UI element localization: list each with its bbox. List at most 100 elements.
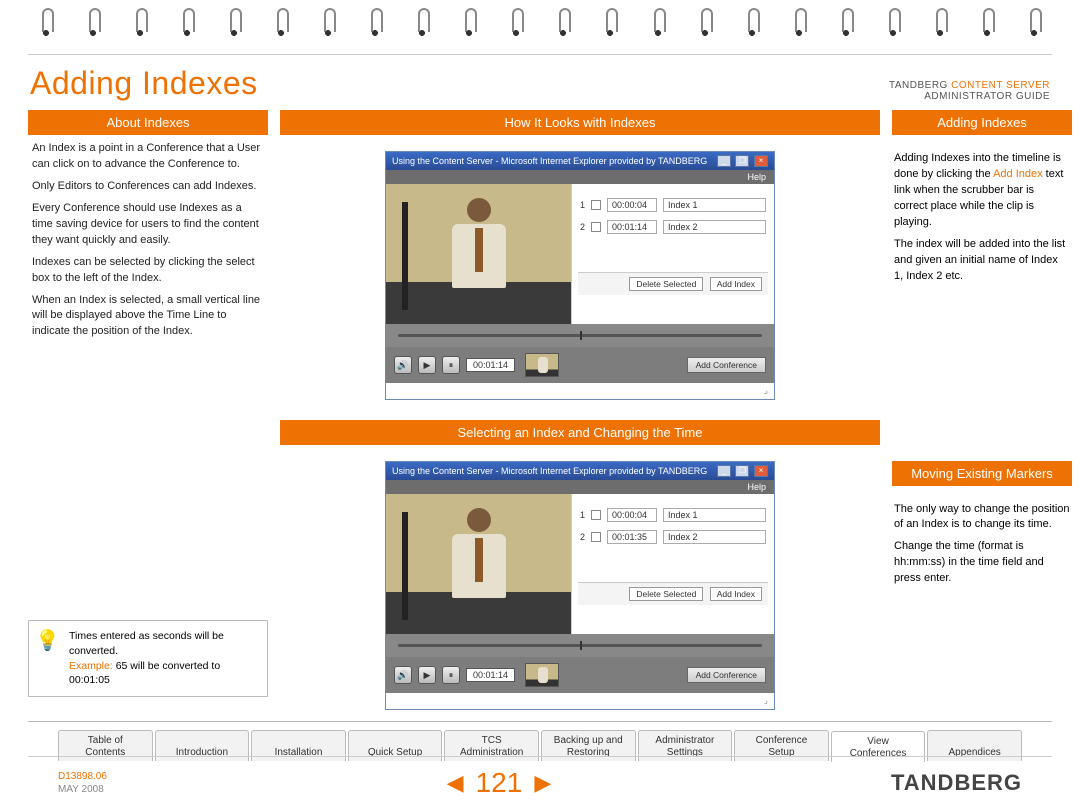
add-conference-button[interactable]: Add Conference: [687, 357, 766, 373]
presenter: [444, 508, 514, 603]
para: The only way to change the position of a…: [894, 502, 1070, 534]
pause-icon[interactable]: ⏸: [442, 356, 460, 374]
row-num: 1: [580, 200, 585, 210]
how-it-looks-bar: How It Looks with Indexes: [280, 110, 880, 135]
tip-text: Times entered as seconds will be convert…: [69, 629, 259, 658]
play-icon[interactable]: ▶: [418, 356, 436, 374]
delete-selected-button[interactable]: Delete Selected: [629, 587, 703, 601]
window-title: Using the Content Server - Microsoft Int…: [392, 156, 707, 166]
add-index-textlink[interactable]: Add Index: [993, 168, 1043, 180]
index-list: 1 00:00:04 Index 1 2 00:01:14 Index 2: [571, 184, 774, 324]
video-pane: [386, 494, 571, 634]
window-buttons: _ ❐ ×: [715, 155, 768, 167]
index-row: 1 00:00:04 Index 1: [580, 508, 766, 522]
index-row: 2 00:01:35 Index 2: [580, 530, 766, 544]
minimize-icon[interactable]: _: [717, 155, 731, 167]
help-link[interactable]: Help: [386, 170, 774, 184]
tip-box: 💡 Times entered as seconds will be conve…: [28, 620, 268, 697]
row-num: 2: [580, 532, 585, 542]
middle-column: How It Looks with Indexes Using the Cont…: [280, 110, 880, 720]
screenshot-1: Using the Content Server - Microsoft Int…: [385, 151, 775, 400]
maximize-icon[interactable]: ❐: [735, 465, 749, 477]
moving-markers-bar: Moving Existing Markers: [892, 461, 1072, 486]
timeline[interactable]: [386, 324, 774, 347]
para: Change the time (format is hh:mm:ss) in …: [894, 539, 1070, 587]
index-label[interactable]: Index 1: [663, 198, 766, 212]
example-label: Example:: [69, 660, 113, 672]
row-num: 1: [580, 510, 585, 520]
maximize-icon[interactable]: ❐: [735, 155, 749, 167]
add-index-button[interactable]: Add Index: [710, 277, 762, 291]
index-label[interactable]: Index 2: [663, 530, 766, 544]
timeline[interactable]: [386, 634, 774, 657]
timecode: 00:01:14: [466, 358, 515, 372]
right-column: Adding Indexes Adding Indexes into the t…: [892, 110, 1072, 720]
mute-icon[interactable]: 🔊: [394, 666, 412, 684]
index-label[interactable]: Index 2: [663, 220, 766, 234]
video-pane: [386, 184, 571, 324]
moving-markers-text: The only way to change the position of a…: [892, 496, 1072, 594]
delete-selected-button[interactable]: Delete Selected: [629, 277, 703, 291]
content-grid: About Indexes An Index is a point in a C…: [0, 110, 1080, 720]
next-page-icon[interactable]: ▶: [534, 770, 551, 796]
header: Adding Indexes TANDBERG CONTENT SERVER A…: [0, 55, 1080, 110]
para: Every Conference should use Indexes as a…: [32, 201, 264, 249]
doc-info: D13898.06 MAY 2008: [58, 770, 107, 796]
index-row: 2 00:01:14 Index 2: [580, 220, 766, 234]
prev-page-icon[interactable]: ◀: [447, 770, 464, 796]
brand-sub: ADMINISTRATOR GUIDE: [924, 91, 1050, 102]
tip-example: Example: 65 will be converted to 00:01:0…: [69, 659, 259, 688]
index-time[interactable]: 00:00:04: [607, 508, 657, 522]
index-checkbox[interactable]: [591, 222, 601, 232]
video-thumb: [525, 663, 559, 687]
pager: ◀ 121 ▶: [447, 767, 552, 799]
para: When an Index is selected, a small verti…: [32, 293, 264, 341]
para: Only Editors to Conferences can add Inde…: [32, 179, 264, 195]
presenter: [444, 198, 514, 293]
para: An Index is a point in a Conference that…: [32, 141, 264, 173]
index-time[interactable]: 00:01:14: [607, 220, 657, 234]
about-indexes-bar: About Indexes: [28, 110, 268, 135]
window-title: Using the Content Server - Microsoft Int…: [392, 466, 707, 476]
index-time[interactable]: 00:01:35: [607, 530, 657, 544]
close-icon[interactable]: ×: [754, 155, 768, 167]
play-icon[interactable]: ▶: [418, 666, 436, 684]
help-link[interactable]: Help: [386, 480, 774, 494]
index-time[interactable]: 00:00:04: [607, 198, 657, 212]
para: The index will be added into the list an…: [894, 237, 1070, 285]
index-list: 1 00:00:04 Index 1 2 00:01:35 Index 2: [571, 494, 774, 634]
close-icon[interactable]: ×: [754, 465, 768, 477]
footer: D13898.06 MAY 2008 ◀ 121 ▶ TANDBERG: [28, 756, 1052, 799]
adding-indexes-bar: Adding Indexes: [892, 110, 1072, 135]
para: Indexes can be selected by clicking the …: [32, 255, 264, 287]
selecting-index-bar: Selecting an Index and Changing the Time: [280, 420, 880, 445]
resize-grip-icon[interactable]: ⌟: [386, 383, 774, 399]
screenshot-body: 1 00:00:04 Index 1 2 00:01:35 Index 2: [386, 494, 774, 634]
resize-grip-icon[interactable]: ⌟: [386, 693, 774, 709]
index-checkbox[interactable]: [591, 532, 601, 542]
add-conference-button[interactable]: Add Conference: [687, 667, 766, 683]
index-row: 1 00:00:04 Index 1: [580, 198, 766, 212]
mute-icon[interactable]: 🔊: [394, 356, 412, 374]
adding-indexes-text: Adding Indexes into the timeline is done…: [892, 145, 1072, 291]
player-controls: 🔊 ▶ ⏸ 00:01:14 Add Conference: [386, 657, 774, 693]
window-titlebar: Using the Content Server - Microsoft Int…: [386, 152, 774, 170]
add-index-button[interactable]: Add Index: [710, 587, 762, 601]
index-checkbox[interactable]: [591, 510, 601, 520]
page-number: 121: [476, 767, 523, 799]
window-buttons: _ ❐ ×: [715, 465, 768, 477]
doc-number: D13898.06: [58, 771, 107, 782]
video-thumb: [525, 353, 559, 377]
brand-logo: TANDBERG: [891, 770, 1022, 796]
left-column: About Indexes An Index is a point in a C…: [28, 110, 268, 720]
index-checkbox[interactable]: [591, 200, 601, 210]
page: Adding Indexes TANDBERG CONTENT SERVER A…: [0, 0, 1080, 811]
index-label[interactable]: Index 1: [663, 508, 766, 522]
tabs-container: Table ofContents Introduction Installati…: [28, 721, 1052, 761]
doc-date: MAY 2008: [58, 784, 104, 795]
player-controls: 🔊 ▶ ⏸ 00:01:14 Add Conference: [386, 347, 774, 383]
spiral-binding: [0, 0, 1080, 50]
minimize-icon[interactable]: _: [717, 465, 731, 477]
screenshot-body: 1 00:00:04 Index 1 2 00:01:14 Index 2: [386, 184, 774, 324]
pause-icon[interactable]: ⏸: [442, 666, 460, 684]
